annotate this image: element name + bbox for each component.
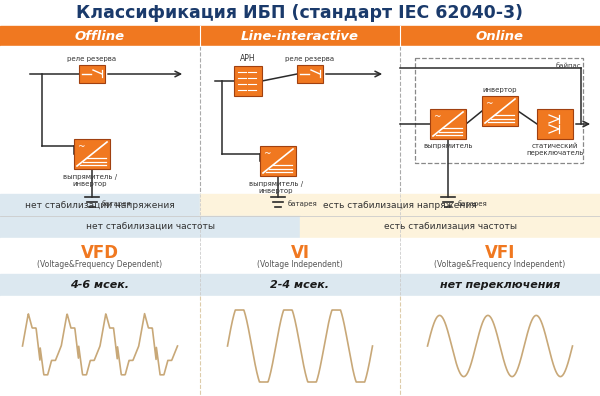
Text: (Voltage&Frequency Dependent): (Voltage&Frequency Dependent) xyxy=(37,260,163,269)
Text: нет стабилизации частоты: нет стабилизации частоты xyxy=(86,223,215,232)
Bar xyxy=(482,96,518,126)
Text: инвертор: инвертор xyxy=(483,87,517,93)
Text: статический
переключатель: статический переключатель xyxy=(526,143,584,156)
Bar xyxy=(0,238,600,274)
Text: батарея: батарея xyxy=(288,201,318,208)
Bar xyxy=(234,66,262,96)
Text: ~: ~ xyxy=(77,142,85,151)
Text: батарея: батарея xyxy=(102,201,132,208)
Bar xyxy=(537,109,573,139)
Text: ~: ~ xyxy=(263,149,271,158)
Text: есть стабилизация частоты: есть стабилизация частоты xyxy=(383,223,517,232)
Text: АРН: АРН xyxy=(240,54,256,63)
Text: нет стабилизации напряжения: нет стабилизации напряжения xyxy=(25,200,175,209)
Text: (Voltage Independent): (Voltage Independent) xyxy=(257,260,343,269)
Text: нет переключения: нет переключения xyxy=(440,280,560,290)
Text: VFD: VFD xyxy=(81,244,119,262)
Bar xyxy=(430,109,466,139)
Text: ~: ~ xyxy=(433,112,440,121)
Text: (Voltage&Frequency Independent): (Voltage&Frequency Independent) xyxy=(434,260,566,269)
Bar xyxy=(0,26,600,46)
Text: выпрямитель /
инвертор: выпрямитель / инвертор xyxy=(63,174,117,187)
Text: выпрямитель: выпрямитель xyxy=(423,143,473,149)
Text: Offline: Offline xyxy=(75,29,125,42)
Bar xyxy=(297,65,323,83)
Text: батарея: батарея xyxy=(458,201,488,208)
Bar xyxy=(79,65,105,83)
Bar xyxy=(0,216,300,238)
Bar xyxy=(300,216,600,238)
Text: VFI: VFI xyxy=(485,244,515,262)
Text: VI: VI xyxy=(290,244,310,262)
Text: байпас: байпас xyxy=(556,63,581,69)
Text: реле резерва: реле резерва xyxy=(67,56,116,62)
Bar xyxy=(200,194,600,216)
Bar xyxy=(415,58,583,163)
Text: Online: Online xyxy=(476,29,524,42)
Text: реле резерва: реле резерва xyxy=(286,56,335,62)
Text: Line-interactive: Line-interactive xyxy=(241,29,359,42)
Text: есть стабилизация напряжения: есть стабилизация напряжения xyxy=(323,200,477,209)
Text: Классификация ИБП (стандарт IEC 62040-3): Классификация ИБП (стандарт IEC 62040-3) xyxy=(77,4,523,22)
Text: ~: ~ xyxy=(485,99,493,108)
Text: 4-6 мсек.: 4-6 мсек. xyxy=(71,280,130,290)
Bar xyxy=(0,0,600,26)
Bar xyxy=(260,146,296,176)
Bar xyxy=(0,274,600,296)
Text: выпрямитель /
инвертор: выпрямитель / инвертор xyxy=(249,181,303,194)
Text: 2-4 мсек.: 2-4 мсек. xyxy=(271,280,329,290)
Bar xyxy=(74,139,110,169)
Bar xyxy=(0,46,600,194)
Bar xyxy=(0,194,200,216)
Bar xyxy=(0,296,600,396)
